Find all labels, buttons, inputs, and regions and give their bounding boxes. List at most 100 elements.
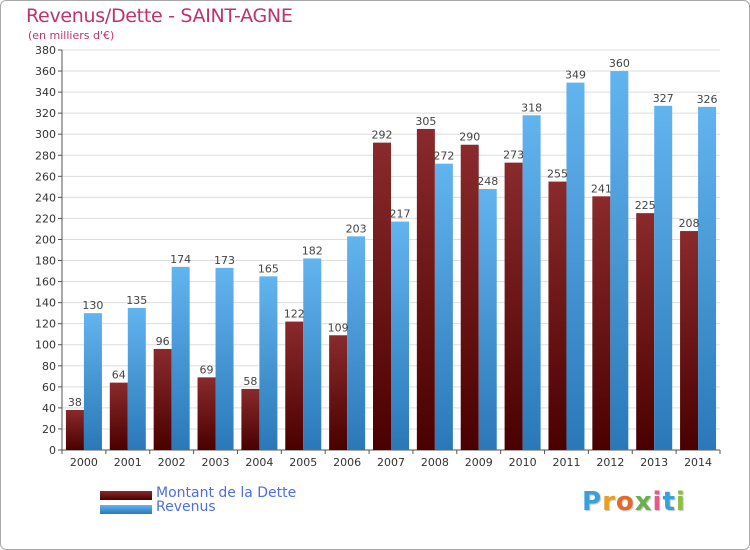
logo-letter: t xyxy=(662,487,676,517)
logo-letter: o xyxy=(615,487,635,517)
bar-revenus xyxy=(171,266,190,450)
y-tick-label: 380 xyxy=(35,44,56,57)
y-tick-label: 120 xyxy=(35,318,56,331)
data-label-dette: 225 xyxy=(635,199,656,212)
x-tick-label: 2005 xyxy=(289,456,317,469)
data-label-revenus: 318 xyxy=(521,101,542,114)
data-label-dette: 69 xyxy=(200,363,214,376)
bar-dette xyxy=(285,321,304,450)
data-label-revenus: 248 xyxy=(477,175,498,188)
data-label-dette: 96 xyxy=(156,335,170,348)
data-label-revenus: 349 xyxy=(565,69,586,82)
x-tick-label: 2000 xyxy=(70,456,98,469)
data-label-dette: 208 xyxy=(679,217,700,230)
bar-revenus xyxy=(654,105,673,450)
data-label-revenus: 217 xyxy=(390,208,411,221)
data-labels: 38 130 64 135 96 174 69 173 58 165 122 182 109 203 292… xyxy=(68,57,718,409)
y-tick-label: 360 xyxy=(35,65,56,78)
bar-revenus xyxy=(610,71,629,450)
bar-dette xyxy=(329,335,348,450)
bar-revenus xyxy=(698,106,717,450)
logo-letter: r xyxy=(602,487,616,517)
logo-letter: i xyxy=(675,487,686,517)
y-tick-label: 200 xyxy=(35,233,56,246)
bar-dette xyxy=(548,181,567,450)
data-label-revenus: 135 xyxy=(126,294,147,307)
y-tick-label: 320 xyxy=(35,107,56,120)
bar-revenus xyxy=(127,307,146,450)
data-label-dette: 38 xyxy=(68,396,82,409)
data-label-dette: 292 xyxy=(372,129,393,142)
y-tick-label: 60 xyxy=(42,381,56,394)
data-label-revenus: 182 xyxy=(302,244,323,257)
y-tick-label: 0 xyxy=(49,444,56,457)
y-tick-label: 300 xyxy=(35,128,56,141)
bars xyxy=(65,71,717,451)
x-tick-label: 2006 xyxy=(333,456,361,469)
data-label-dette: 241 xyxy=(591,182,612,195)
y-tick-label: 240 xyxy=(35,191,56,204)
x-tick-label: 2013 xyxy=(640,456,668,469)
bar-revenus xyxy=(83,313,102,450)
x-tick-label: 2011 xyxy=(552,456,580,469)
bar-revenus xyxy=(303,258,322,450)
proxiti-logo: Proxiti xyxy=(582,487,686,517)
data-label-dette: 122 xyxy=(284,308,305,321)
y-tick-label: 40 xyxy=(42,402,56,415)
data-label-dette: 64 xyxy=(112,369,126,382)
bar-dette xyxy=(592,196,611,450)
bar-dette xyxy=(680,231,699,450)
x-tick-label: 2008 xyxy=(421,456,449,469)
data-label-dette: 255 xyxy=(547,168,568,181)
logo-letter: i xyxy=(652,487,663,517)
data-label-revenus: 360 xyxy=(609,57,630,70)
legend-swatch-revenus xyxy=(100,505,152,514)
bar-dette xyxy=(460,144,479,450)
data-label-dette: 305 xyxy=(415,115,436,128)
x-tick-label: 2014 xyxy=(684,456,712,469)
data-label-revenus: 326 xyxy=(697,93,718,106)
x-tick-label: 2009 xyxy=(465,456,493,469)
legend-label-revenus: Revenus xyxy=(156,499,216,515)
bar-dette xyxy=(65,410,84,450)
data-label-revenus: 272 xyxy=(433,150,454,163)
x-tick-label: 2001 xyxy=(114,456,142,469)
bar-dette xyxy=(416,128,435,450)
y-tick-label: 20 xyxy=(42,423,56,436)
bar-dette xyxy=(373,142,391,450)
x-tick-label: 2002 xyxy=(158,456,186,469)
chart-subtitle: (en milliers d'€) xyxy=(28,29,115,42)
bar-dette xyxy=(109,382,128,450)
data-label-dette: 273 xyxy=(503,149,524,162)
bar-revenus xyxy=(215,267,234,450)
y-tick-label: 220 xyxy=(35,212,56,225)
legend-swatch-dette xyxy=(100,491,152,500)
y-tick-label: 260 xyxy=(35,170,56,183)
y-tick-label: 100 xyxy=(35,339,56,352)
x-tick-label: 2004 xyxy=(245,456,273,469)
data-label-revenus: 165 xyxy=(258,262,279,275)
axes: 0 20 40 60 80 100 120 140 160 180 200 220 240 260 280 3… xyxy=(35,44,721,469)
data-label-revenus: 130 xyxy=(82,299,103,312)
y-tick-label: 160 xyxy=(35,276,56,289)
y-tick-label: 80 xyxy=(42,360,56,373)
bar-dette xyxy=(241,388,260,450)
data-label-revenus: 327 xyxy=(653,92,674,105)
y-tick-label: 180 xyxy=(35,255,56,268)
bar-dette xyxy=(504,162,523,450)
bar-dette xyxy=(153,348,172,450)
bar-dette xyxy=(636,213,655,450)
bar-revenus xyxy=(434,163,453,450)
x-tick-label: 2010 xyxy=(509,456,537,469)
bar-revenus xyxy=(522,115,541,451)
data-label-dette: 290 xyxy=(459,131,480,144)
y-tick-label: 140 xyxy=(35,297,56,310)
chart-title: Revenus/Dette - SAINT-AGNE xyxy=(26,5,293,27)
bar-revenus xyxy=(347,236,366,450)
data-label-revenus: 173 xyxy=(214,254,235,267)
bar-dette xyxy=(197,377,216,450)
bar-revenus xyxy=(478,188,497,450)
logo-letter: x xyxy=(634,487,653,517)
legend-label-dette: Montant de la Dette xyxy=(156,485,297,501)
